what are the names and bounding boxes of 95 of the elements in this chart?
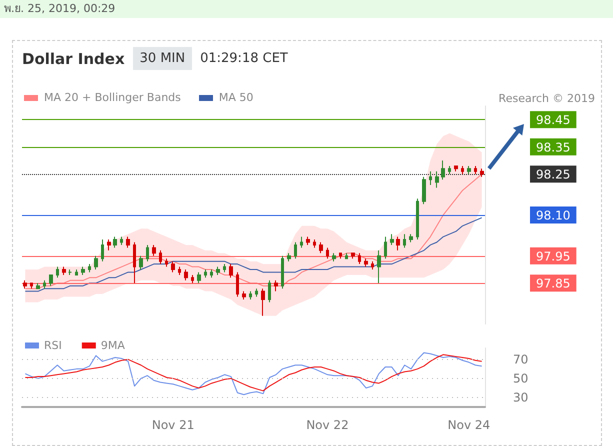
candlestick: [377, 250, 381, 284]
x-tick-label: Nov 21: [152, 418, 194, 432]
candlestick: [139, 255, 143, 270]
candlestick: [474, 165, 477, 175]
candlestick: [416, 198, 419, 240]
line-series: [24, 217, 482, 292]
text: 30 MIN: [132, 47, 192, 70]
y-tick-label: 98.10: [536, 208, 570, 222]
candlestick: [255, 288, 258, 298]
candlestick: [210, 269, 213, 278]
candlestick: [165, 258, 168, 268]
candlestick: [319, 242, 323, 254]
legend-label: MA 50: [218, 91, 254, 104]
legend-label: MA 20 + Bollinger Bands: [44, 91, 181, 104]
candlestick: [49, 274, 53, 286]
candlestick: [461, 165, 464, 175]
candlestick: [178, 266, 181, 276]
candlestick: [236, 272, 239, 298]
candlestick: [371, 260, 374, 270]
candlestick: [358, 252, 361, 265]
candlestick: [313, 239, 316, 248]
candlestick: [62, 266, 66, 276]
candlestick: [422, 176, 426, 205]
candlestick: [274, 280, 278, 292]
candlestick: [242, 290, 246, 300]
candlestick: [294, 242, 297, 260]
candlestick: [75, 269, 78, 276]
candlestick: [152, 244, 156, 256]
legend-label: 9MA: [100, 339, 126, 352]
candlestick: [159, 250, 162, 265]
candlestick: [306, 236, 310, 246]
text: 01:29:18 CET: [200, 51, 288, 66]
candlestick: [113, 236, 117, 248]
text: Research © 2019: [498, 92, 595, 105]
candlestick: [396, 236, 400, 251]
candlestick: [435, 170, 439, 188]
candlestick: [126, 236, 130, 248]
candlestick: [197, 272, 201, 284]
y-tick-label: 97.95: [536, 249, 570, 264]
candlestick: [204, 269, 207, 278]
candlestick: [23, 280, 27, 290]
candlestick: [364, 258, 368, 268]
candlestick: [184, 269, 188, 281]
candlestick: [30, 282, 33, 290]
candlestick: [191, 274, 194, 284]
y-tick-label: 70: [513, 352, 528, 366]
candlestick: [229, 264, 233, 278]
candlestick: [390, 234, 394, 246]
candlestick: [287, 252, 291, 262]
candlestick: [384, 236, 387, 260]
candlestick: [339, 252, 342, 260]
candlestick: [409, 234, 413, 243]
legend-label: RSI: [44, 339, 62, 352]
candlestick: [94, 255, 98, 270]
candlestick: [68, 269, 72, 276]
candlestick: [101, 239, 104, 262]
y-tick-label: 97.85: [536, 276, 570, 291]
candlestick: [261, 288, 265, 316]
x-tick-label: Nov 24: [448, 418, 490, 432]
y-tick-label: 30: [513, 390, 528, 404]
candlestick: [146, 244, 149, 262]
text: พ.ย. 25, 2019, 00:29: [0, 0, 613, 18]
candlestick: [81, 266, 85, 276]
candlestick: [216, 266, 220, 276]
chart-title: Dollar Index: [22, 50, 125, 68]
candlestick: [223, 264, 226, 273]
candlestick: [171, 260, 175, 273]
candlestick: [36, 282, 40, 290]
candlestick: [345, 252, 348, 260]
candlestick: [429, 170, 432, 186]
candlestick: [120, 236, 123, 246]
candlestick: [441, 160, 445, 180]
candlestick: [332, 252, 336, 262]
candlestick: [448, 165, 451, 175]
x-tick-label: Nov 22: [306, 418, 349, 432]
candlestick: [88, 264, 91, 273]
candlestick: [454, 165, 458, 172]
y-tick-label: 98.35: [536, 140, 570, 154]
candlestick: [281, 255, 284, 290]
candlestick: [403, 234, 406, 248]
candlestick: [480, 168, 484, 178]
candlestick: [351, 252, 355, 260]
y-tick-label: 98.25: [536, 168, 570, 182]
candlestick: [300, 236, 303, 248]
line-series: [24, 174, 482, 290]
candlestick: [133, 242, 136, 284]
candlestick: [467, 165, 471, 175]
y-tick-label: 98.45: [536, 113, 570, 128]
candlestick: [56, 266, 59, 278]
candlestick: [326, 247, 329, 260]
y-tick-label: 50: [513, 371, 528, 386]
candlestick: [107, 239, 111, 251]
candlestick: [268, 280, 271, 303]
candlestick: [43, 280, 46, 290]
candlestick: [249, 290, 252, 300]
